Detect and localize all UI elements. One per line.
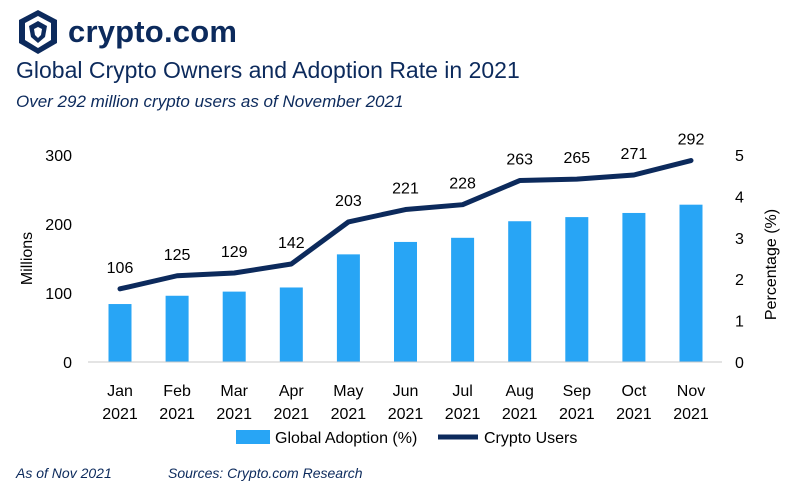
x-tick-label-month: Aug <box>505 383 533 400</box>
x-tick-label-month: Mar <box>220 383 248 400</box>
y-right-tick-label: 0 <box>735 355 744 372</box>
y-left-tick-label: 0 <box>63 355 72 372</box>
adoption-bar <box>279 287 303 362</box>
legend-swatch-adoption <box>236 430 270 444</box>
x-tick-label-month: May <box>333 383 363 400</box>
as-of-note: As of Nov 2021 <box>16 465 112 481</box>
y-right-tick-label: 3 <box>735 231 744 248</box>
brand-name: crypto.com <box>68 14 238 49</box>
crypto-users-data-label: 106 <box>107 260 134 277</box>
x-tick-label-year: 2021 <box>559 406 595 423</box>
crypto-users-data-label: 129 <box>221 244 248 261</box>
x-tick-label-year: 2021 <box>445 406 481 423</box>
crypto-users-point <box>689 158 693 163</box>
y-left-tick-label: 200 <box>45 217 72 234</box>
x-tick-label-month: Nov <box>677 383 705 400</box>
adoption-bar <box>394 241 417 362</box>
crypto-users-point <box>460 202 465 207</box>
adoption-bar <box>222 291 246 362</box>
lion-shield-icon <box>19 10 57 54</box>
chart-subtitle: Over 292 million crypto users as of Nove… <box>16 92 404 111</box>
x-tick-label-year: 2021 <box>673 406 709 423</box>
adoption-bar <box>565 217 589 362</box>
x-tick-label-year: 2021 <box>502 406 538 423</box>
crypto-users-point <box>118 286 122 291</box>
legend-label-adoption: Global Adoption (%) <box>275 430 417 447</box>
crypto-users-data-label: 203 <box>335 193 362 210</box>
crypto-users-point <box>289 262 294 267</box>
crypto-users-data-label: 228 <box>449 176 476 193</box>
y-left-tick-label: 100 <box>45 286 72 303</box>
x-tick-label-year: 2021 <box>102 406 138 423</box>
crypto-users-data-label: 292 <box>678 132 705 149</box>
crypto-users-point <box>232 270 237 275</box>
adoption-bar <box>108 304 132 362</box>
x-tick-label-month: Apr <box>279 383 305 400</box>
combo-chart: 0 100 200 300 0 1 2 3 4 5 Millions Percentage (%) Ja… <box>19 132 780 447</box>
x-tick-label-month: Jan <box>107 383 133 400</box>
crypto-users-data-label: 271 <box>621 146 648 163</box>
crypto-users-data-label: 142 <box>278 235 305 252</box>
crypto-users-data-label: 263 <box>506 152 533 169</box>
x-tick-label-year: 2021 <box>159 406 195 423</box>
x-tick-label-month: Jun <box>393 383 419 400</box>
adoption-bar <box>451 237 475 362</box>
adoption-bar <box>679 204 703 362</box>
y-right-tick-label: 2 <box>735 272 744 289</box>
crypto-users-point <box>517 178 522 183</box>
y-left-axis-label: Millions <box>19 232 36 285</box>
x-tick-label-year: 2021 <box>388 406 424 423</box>
x-tick-label-month: Oct <box>621 383 646 400</box>
crypto-users-data-label: 221 <box>392 181 419 198</box>
crypto-users-data-label: 125 <box>164 247 191 264</box>
crypto-users-data-label: 265 <box>563 150 590 167</box>
brand-logo: crypto.com <box>16 8 237 56</box>
legend-label-users: Crypto Users <box>484 430 577 447</box>
crypto-users-point <box>346 219 351 224</box>
crypto-users-point <box>631 173 636 178</box>
x-tick-label-year: 2021 <box>274 406 310 423</box>
adoption-bar <box>336 254 360 362</box>
x-tick-label-year: 2021 <box>216 406 252 423</box>
sources-note: Sources: Crypto.com Research <box>168 465 363 481</box>
x-tick-label-year: 2021 <box>331 406 367 423</box>
crypto-users-point <box>403 207 408 212</box>
y-right-tick-label: 1 <box>735 314 744 331</box>
y-right-tick-label: 4 <box>735 189 744 206</box>
crypto-users-point <box>175 273 180 278</box>
y-right-tick-label: 5 <box>735 148 744 165</box>
x-tick-label-year: 2021 <box>616 406 652 423</box>
x-tick-label-month: Jul <box>452 383 472 400</box>
y-right-axis-label: Percentage (%) <box>763 209 780 320</box>
crypto-users-point <box>574 177 579 182</box>
x-tick-label-month: Feb <box>163 383 191 400</box>
adoption-bar <box>508 221 532 362</box>
adoption-bar <box>165 295 189 362</box>
chart-title: Global Crypto Owners and Adoption Rate i… <box>16 57 520 83</box>
adoption-bar <box>622 212 646 362</box>
y-left-tick-label: 300 <box>45 148 72 165</box>
x-tick-label-month: Sep <box>563 383 592 400</box>
